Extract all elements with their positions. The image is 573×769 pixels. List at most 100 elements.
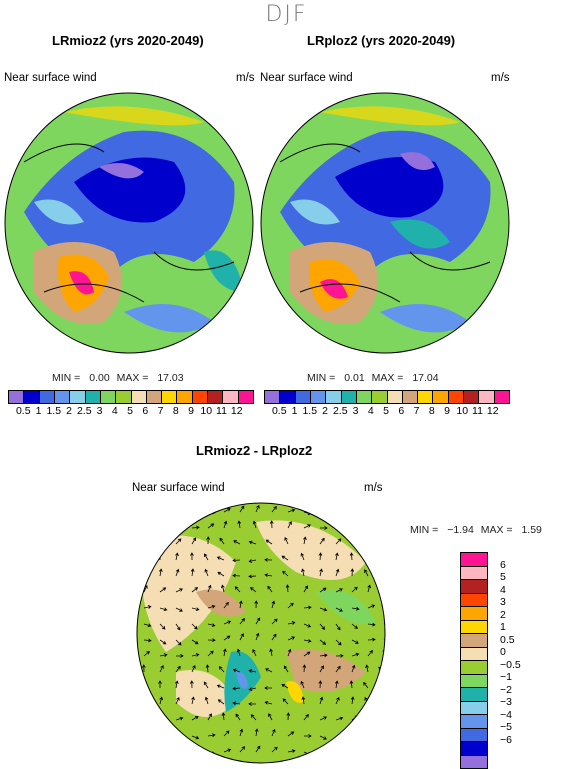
- colorbar-swatch: [433, 391, 448, 403]
- wind-arrow: [320, 512, 325, 517]
- wind-arrow: [368, 751, 375, 754]
- colorbar-swatch: [418, 391, 433, 403]
- colorbar-swatch: [326, 391, 341, 403]
- colorbar-tick-label: 9: [188, 405, 194, 417]
- colorbar-tick-label: 6: [398, 405, 404, 417]
- colorbar-tick-label: 0: [500, 646, 506, 658]
- colorbar-tick-label: 1.5: [302, 405, 317, 417]
- wind-arrow: [176, 512, 181, 517]
- colorbar-swatch: [460, 647, 488, 661]
- colorbar-tick-label: 10: [456, 405, 468, 417]
- colorbar-tick-label: 12: [487, 405, 499, 417]
- panel3-map: [136, 502, 386, 764]
- colorbar-swatch: [342, 391, 357, 403]
- wind-arrow: [192, 752, 197, 757]
- colorbar-tick-label: 11: [216, 405, 227, 417]
- panel2-min-label: MIN =: [307, 372, 335, 384]
- panel2-units: m/s: [491, 72, 510, 84]
- panel3-max-label: MAX =: [481, 524, 513, 536]
- wind-arrow: [144, 734, 151, 737]
- colorbar-tick-label: 0.5: [16, 405, 31, 417]
- panel3-max-value: 1.59: [521, 524, 541, 536]
- wind-arrow: [141, 682, 144, 688]
- wind-arrow: [377, 685, 384, 688]
- wind-arrow: [160, 512, 165, 516]
- colorbar-tick-label: −2: [500, 684, 512, 696]
- colorbar-swatch: [223, 391, 238, 403]
- colorbar-tick-label: 12: [231, 405, 243, 417]
- wind-arrow: [384, 602, 386, 608]
- wind-arrow: [141, 554, 144, 560]
- colorbar-swatch: [40, 391, 55, 403]
- colorbar-tick-label: 5: [127, 405, 133, 417]
- wind-arrow: [368, 523, 373, 528]
- colorbar-swatch: [449, 391, 464, 403]
- wind-arrow: [379, 539, 384, 544]
- colorbar-tick-label: 2: [322, 405, 328, 417]
- panel3-minmax: MIN = −1.94 MAX = 1.59: [410, 524, 542, 536]
- colorbar-tick-label: 1.5: [46, 405, 61, 417]
- wind-arrow: [320, 752, 324, 757]
- wind-arrow: [176, 527, 183, 530]
- wind-arrow: [384, 508, 386, 512]
- colorbar-tick-label: 6: [142, 405, 148, 417]
- wind-arrow: [352, 538, 355, 544]
- panel2-colorbar: [264, 390, 510, 404]
- colorbar-swatch: [116, 391, 131, 403]
- colorbar-tick-label: 2.5: [77, 405, 92, 417]
- colorbar-swatch: [101, 391, 116, 403]
- colorbar-swatch: [24, 391, 39, 403]
- colorbar-swatch: [460, 741, 488, 755]
- colorbar-swatch: [460, 701, 488, 715]
- panel1-max-label: MAX =: [117, 372, 149, 384]
- colorbar-tick-label: 2: [500, 609, 506, 621]
- colorbar-tick-label: 8: [429, 405, 435, 417]
- colorbar-swatch: [147, 391, 162, 403]
- colorbar-tick-label: 1: [36, 405, 42, 417]
- colorbar-tick-label: 7: [414, 405, 420, 417]
- wind-arrow: [384, 749, 386, 752]
- colorbar-swatch: [296, 391, 311, 403]
- colorbar-swatch: [479, 391, 494, 403]
- colorbar-tick-label: 5: [500, 571, 506, 583]
- wind-arrow: [364, 554, 368, 560]
- wind-arrow: [144, 714, 148, 720]
- colorbar-swatch: [388, 391, 403, 403]
- panel2-map: [260, 92, 510, 354]
- colorbar-tick-label: 4: [368, 405, 374, 417]
- wind-arrow: [352, 736, 359, 739]
- wind-arrow: [176, 736, 182, 740]
- colorbar-tick-label: 2.5: [333, 405, 348, 417]
- panel3-variable: Near surface wind: [132, 482, 225, 494]
- wind-arrow: [378, 573, 384, 576]
- colorbar-tick-label: 5: [383, 405, 389, 417]
- wind-arrow: [160, 752, 165, 757]
- wind-arrow: [368, 714, 371, 720]
- colorbar-tick-label: −0.5: [500, 659, 521, 671]
- colorbar-swatch: [193, 391, 208, 403]
- colorbar-swatch: [460, 674, 488, 688]
- panel1-min-label: MIN =: [52, 372, 80, 384]
- panel3-title: LRmioz2 - LRploz2: [196, 443, 312, 458]
- wind-arrow: [381, 585, 384, 592]
- colorbar-tick-label: −6: [500, 734, 512, 746]
- wind-arrow: [352, 512, 358, 516]
- colorbar-swatch: [311, 391, 326, 403]
- colorbar-swatch: [372, 391, 387, 403]
- wind-arrow: [384, 731, 386, 736]
- panel2-max-label: MAX =: [372, 372, 404, 384]
- wind-arrow: [378, 700, 384, 704]
- wind-arrow: [160, 538, 164, 544]
- colorbar-tick-label: 4: [500, 584, 506, 596]
- panel1-title: LRmioz2 (yrs 2020-2049): [52, 33, 204, 48]
- panel2-variable: Near surface wind: [260, 72, 353, 84]
- wind-arrow: [144, 752, 151, 755]
- colorbar-swatch: [239, 391, 253, 403]
- wind-arrow: [368, 510, 375, 513]
- panel3-min-label: MIN =: [410, 524, 438, 536]
- wind-arrow: [143, 537, 146, 544]
- colorbar-tick-label: 1: [292, 405, 298, 417]
- colorbar-swatch: [460, 593, 488, 607]
- colorbar-tick-label: 2: [66, 405, 72, 417]
